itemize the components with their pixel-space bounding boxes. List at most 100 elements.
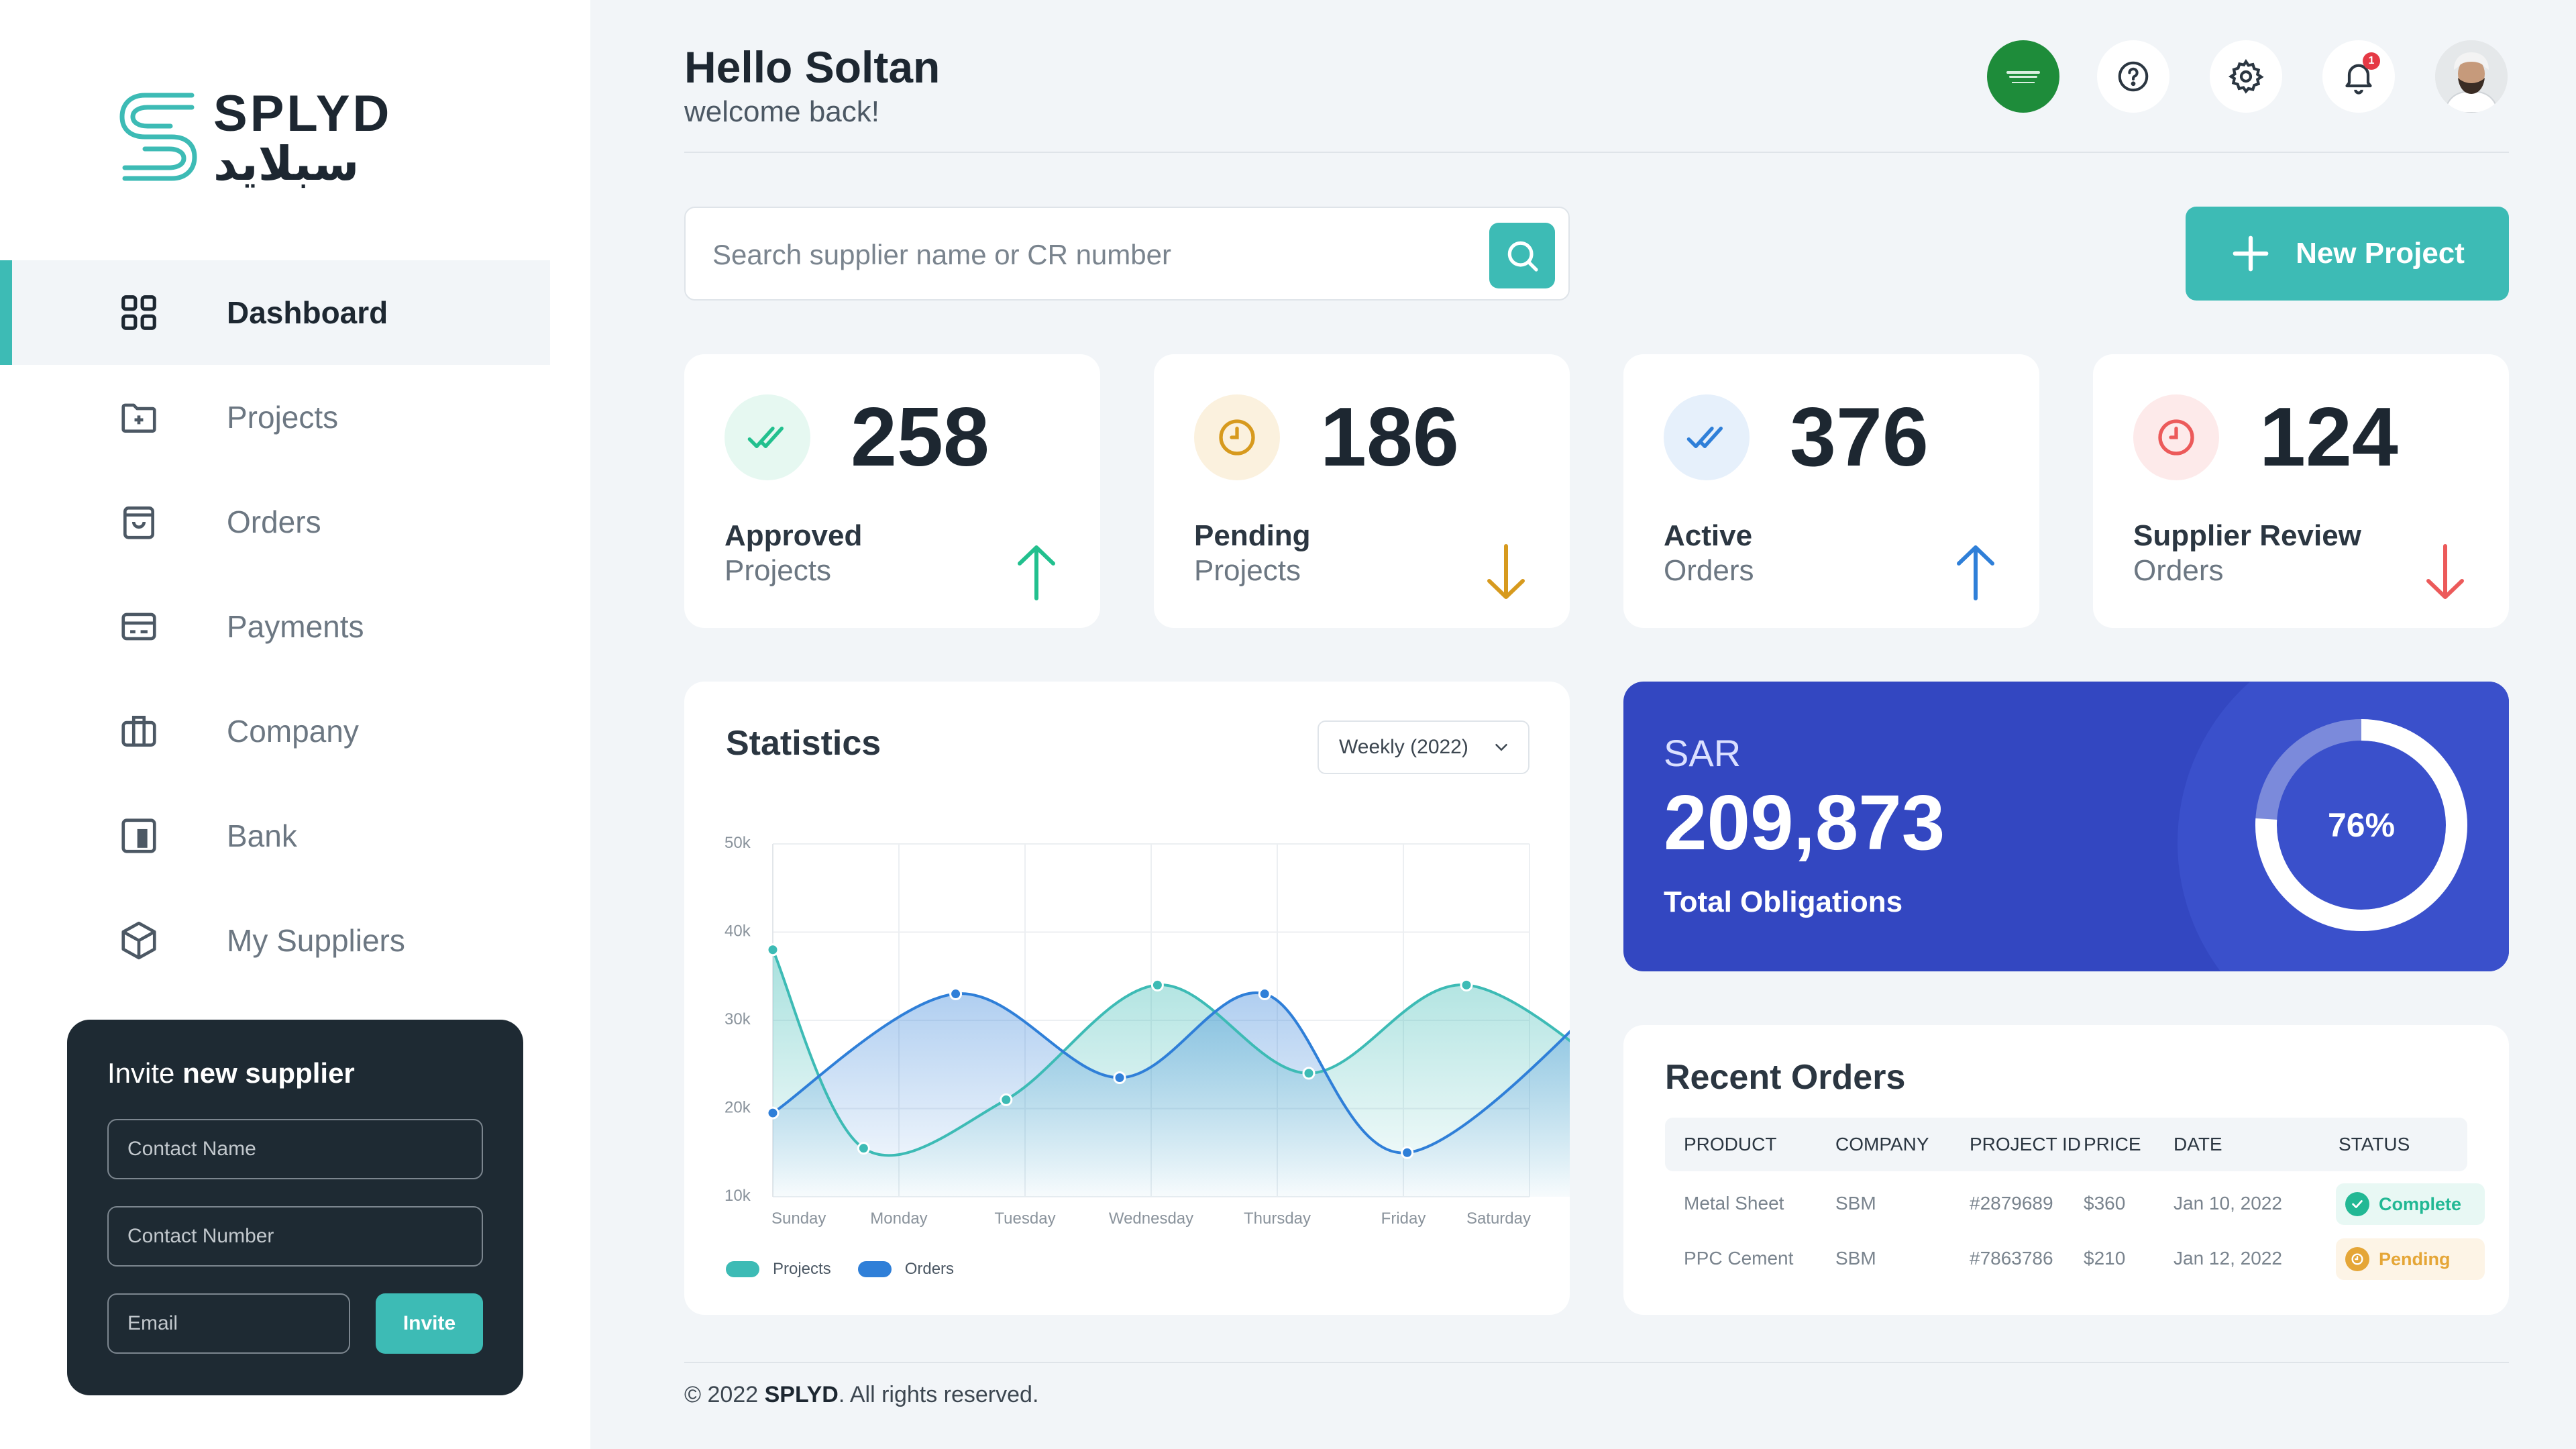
sidebar-item-payments[interactable]: Payments <box>0 574 550 679</box>
notification-badge: 1 <box>2363 52 2380 70</box>
sidebar: SPLYD سبلايد Dashboard Projects Orders <box>0 0 590 1449</box>
point-projects <box>857 1142 870 1155</box>
arrow-down-icon <box>1487 544 1525 599</box>
sidebar-item-orders[interactable]: Orders <box>0 470 550 574</box>
table-row[interactable]: Metal Sheet SBM #2879689 $360 Jan 10, 20… <box>1665 1181 2485 1228</box>
sidebar-item-label: My Suppliers <box>227 923 405 958</box>
help-button[interactable] <box>2097 40 2169 113</box>
cell-product: PPC Cement <box>1684 1248 1794 1269</box>
invite-button[interactable]: Invite <box>376 1293 483 1354</box>
column-header: STATUS <box>2339 1134 2410 1155</box>
splyd-logo-icon <box>119 93 197 181</box>
column-header: COMPANY <box>1835 1134 1929 1155</box>
statistics-card: Statistics Weekly (2022) 50k 40k 30k 20k 10k… <box>684 682 1570 1315</box>
column-header: PRICE <box>2084 1134 2141 1155</box>
arrow-down-icon <box>2426 544 2464 599</box>
stat-card-pending-projects[interactable]: 186 Pending Projects <box>1154 354 1570 628</box>
language-flag-button[interactable] <box>1987 40 2059 113</box>
sidebar-item-dashboard[interactable]: Dashboard <box>0 260 550 365</box>
sidebar-item-projects[interactable]: Projects <box>0 365 550 470</box>
shopping-bag-icon <box>118 501 160 543</box>
page-subtitle: welcome back! <box>684 95 880 128</box>
period-select[interactable]: Weekly (2022) <box>1318 720 1529 774</box>
point-orders <box>1113 1071 1126 1084</box>
stat-sublabel: Projects <box>724 554 831 587</box>
clock-icon <box>1219 419 1255 455</box>
notifications-button[interactable]: 1 <box>2322 40 2395 113</box>
stat-card-approved-projects[interactable]: 258 Approved Projects <box>684 354 1100 628</box>
arrow-up-icon <box>1018 545 1055 600</box>
x-tick-label: Thursday <box>1244 1210 1311 1228</box>
contact-name-input[interactable] <box>107 1119 483 1179</box>
bank-icon <box>118 815 160 857</box>
stat-sublabel: Orders <box>2133 554 2224 587</box>
new-project-button[interactable]: New Project <box>2186 207 2509 301</box>
supplier-search <box>684 207 1570 301</box>
credit-card-icon <box>118 606 160 647</box>
help-icon <box>2118 61 2149 92</box>
cell-product: Metal Sheet <box>1684 1193 1784 1214</box>
point-orders <box>949 987 963 1001</box>
point-projects <box>1302 1067 1316 1080</box>
stat-value: 376 <box>1790 391 1929 484</box>
email-input[interactable] <box>107 1293 350 1354</box>
status-badge: Pending <box>2336 1238 2485 1280</box>
chart-legend: Projects Orders <box>726 1260 954 1279</box>
point-orders <box>1401 1146 1414 1159</box>
line-orders <box>771 991 1570 1155</box>
plus-icon <box>2233 235 2269 272</box>
page-title: Hello Soltan <box>684 42 941 92</box>
sidebar-item-bank[interactable]: Bank <box>0 784 550 888</box>
point-projects <box>1000 1093 1013 1106</box>
footer-divider <box>684 1362 2509 1363</box>
point-projects <box>1460 978 1473 991</box>
point-projects <box>766 943 780 957</box>
stat-value: 258 <box>851 391 989 484</box>
user-avatar[interactable] <box>2435 40 2508 113</box>
sidebar-item-label: Projects <box>227 400 339 435</box>
header-divider <box>684 152 2509 153</box>
chevron-down-icon <box>1495 744 1507 751</box>
column-header: PRODUCT <box>1684 1134 1777 1155</box>
arrow-up-icon <box>1957 545 1994 600</box>
invite-title-bold: new supplier <box>182 1057 355 1089</box>
sidebar-item-label: Orders <box>227 504 321 539</box>
recent-orders-title: Recent Orders <box>1665 1058 1906 1097</box>
check-circle-icon <box>2345 1192 2369 1216</box>
double-check-icon <box>747 427 784 448</box>
legend-label: Orders <box>904 1260 955 1278</box>
search-button[interactable] <box>1489 223 1555 288</box>
table-row[interactable]: PPC Cement SBM #7863786 $210 Jan 12, 202… <box>1665 1236 2485 1283</box>
cell-price: $360 <box>2084 1193 2126 1214</box>
contact-number-input[interactable] <box>107 1206 483 1267</box>
double-check-icon <box>1686 427 1723 448</box>
search-input[interactable] <box>712 228 1410 282</box>
footer-prefix: © 2022 <box>684 1382 765 1407</box>
y-tick-label: 50k <box>724 834 751 852</box>
cell-company: SBM <box>1835 1193 1876 1214</box>
stat-icon-circle <box>2133 394 2219 480</box>
cell-date: Jan 10, 2022 <box>2174 1193 2282 1214</box>
legend-item-orders[interactable]: Orders <box>857 1260 955 1279</box>
stat-card-active-orders[interactable]: 376 Active Orders <box>1623 354 2039 628</box>
stat-sublabel: Orders <box>1664 554 1754 587</box>
invite-title-prefix: Invite <box>107 1057 183 1089</box>
area-orders <box>773 992 1570 1197</box>
period-select-value: Weekly (2022) <box>1339 736 1468 758</box>
gear-icon <box>2228 58 2264 94</box>
point-projects <box>1150 978 1164 991</box>
status-badge: Complete <box>2336 1183 2485 1225</box>
legend-item-projects[interactable]: Projects <box>726 1260 831 1279</box>
settings-button[interactable] <box>2210 40 2282 113</box>
stat-icon-circle <box>1664 394 1750 480</box>
sidebar-item-my-suppliers[interactable]: My Suppliers <box>0 888 550 993</box>
saudi-flag-icon <box>2006 71 2040 83</box>
cell-company: SBM <box>1835 1248 1876 1269</box>
sidebar-item-company[interactable]: Company <box>0 679 550 784</box>
stat-icon-circle <box>724 394 810 480</box>
legend-swatch-orders <box>857 1261 892 1277</box>
splyd-logo[interactable]: SPLYD سبلايد <box>118 87 392 188</box>
stat-label: Supplier Review <box>2133 519 2361 552</box>
sidebar-item-label: Dashboard <box>227 295 388 330</box>
stat-card-supplier-review[interactable]: 124 Supplier Review Orders <box>2093 354 2509 628</box>
